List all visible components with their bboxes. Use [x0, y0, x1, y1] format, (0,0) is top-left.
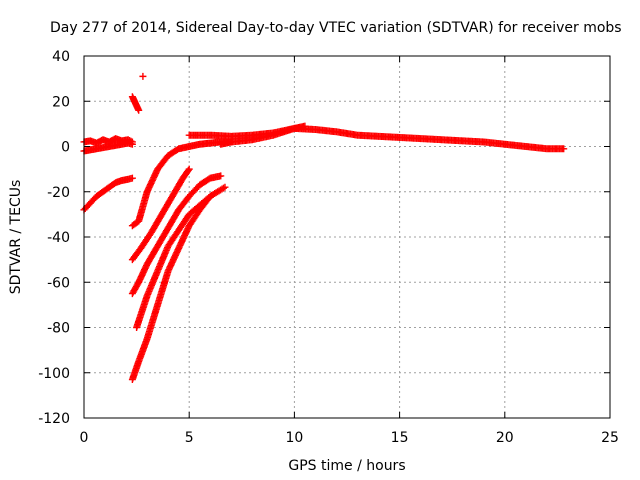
data-point-fill: [127, 140, 135, 148]
data-point-fill: [193, 184, 201, 192]
data-point-fill: [215, 172, 223, 180]
series-arc-8: [128, 183, 229, 384]
data-point: [139, 72, 147, 80]
x-tick-label: 20: [496, 430, 514, 446]
y-tick-label: -20: [47, 185, 70, 201]
data-point-fill: [162, 154, 170, 162]
data-point-fill: [203, 195, 211, 203]
x-tick-label: 10: [285, 430, 303, 446]
data-point-fill: [133, 281, 141, 289]
data-point-fill: [96, 190, 104, 198]
data-series: [80, 72, 568, 384]
series-arc-7: [128, 172, 225, 298]
data-point-fill: [135, 247, 143, 255]
data-point-fill: [145, 231, 153, 239]
data-point-fill: [173, 209, 181, 217]
y-tick-label: -60: [47, 275, 70, 291]
x-tick-label: 25: [601, 430, 619, 446]
data-point-fill: [177, 177, 185, 185]
series-arc-5: [128, 138, 235, 230]
data-point-fill: [172, 146, 180, 154]
x-tick-label: 5: [185, 430, 194, 446]
x-axis: 0 5 10 15 20 25: [80, 56, 619, 446]
data-point-fill: [127, 175, 135, 183]
data-point-fill: [103, 185, 111, 193]
data-point-fill: [204, 176, 212, 184]
grid: [84, 56, 610, 418]
y-axis: -120 -100 -80 -60 -40 -20 0 20 40: [38, 49, 610, 427]
series-arc-11: [217, 122, 309, 148]
y-tick-label: -100: [38, 366, 70, 382]
data-point-fill: [184, 166, 192, 174]
y-tick-label: 40: [52, 49, 70, 65]
data-point-fill: [109, 181, 117, 189]
data-point-fill: [183, 195, 191, 203]
data-point-fill: [218, 185, 226, 193]
y-tick-label: -40: [47, 230, 70, 246]
y-tick-label: -120: [38, 411, 70, 427]
data-point-fill: [134, 105, 142, 113]
data-point-fill: [183, 213, 191, 221]
data-point-fill: [156, 213, 164, 221]
series-arc-3: [80, 174, 136, 214]
y-tick-label: 20: [52, 94, 70, 110]
data-point-fill: [152, 245, 160, 253]
x-tick-label: 15: [391, 430, 409, 446]
chart-title: Day 277 of 2014, Sidereal Day-to-day VTE…: [50, 20, 622, 36]
data-point-fill: [163, 227, 171, 235]
series-arc-4: [128, 93, 143, 114]
data-point-fill: [558, 145, 566, 153]
series-outlier: [139, 72, 147, 80]
series-arc-9: [133, 192, 214, 331]
data-point-fill: [205, 193, 213, 201]
x-tick-label: 0: [80, 430, 89, 446]
data-point-fill: [84, 202, 92, 210]
y-axis-label: SDTVAR / TECUs: [8, 180, 24, 295]
x-axis-label: GPS time / hours: [288, 458, 405, 474]
series-arc-6: [128, 165, 193, 264]
data-point-fill: [167, 195, 175, 203]
y-tick-label: 0: [61, 140, 70, 156]
data-point-fill: [173, 229, 181, 237]
data-point-fill: [90, 195, 98, 203]
data-point-fill: [219, 184, 227, 192]
data-point-fill: [183, 168, 191, 176]
data-point-fill: [300, 122, 308, 130]
y-tick-label: -80: [47, 321, 70, 337]
